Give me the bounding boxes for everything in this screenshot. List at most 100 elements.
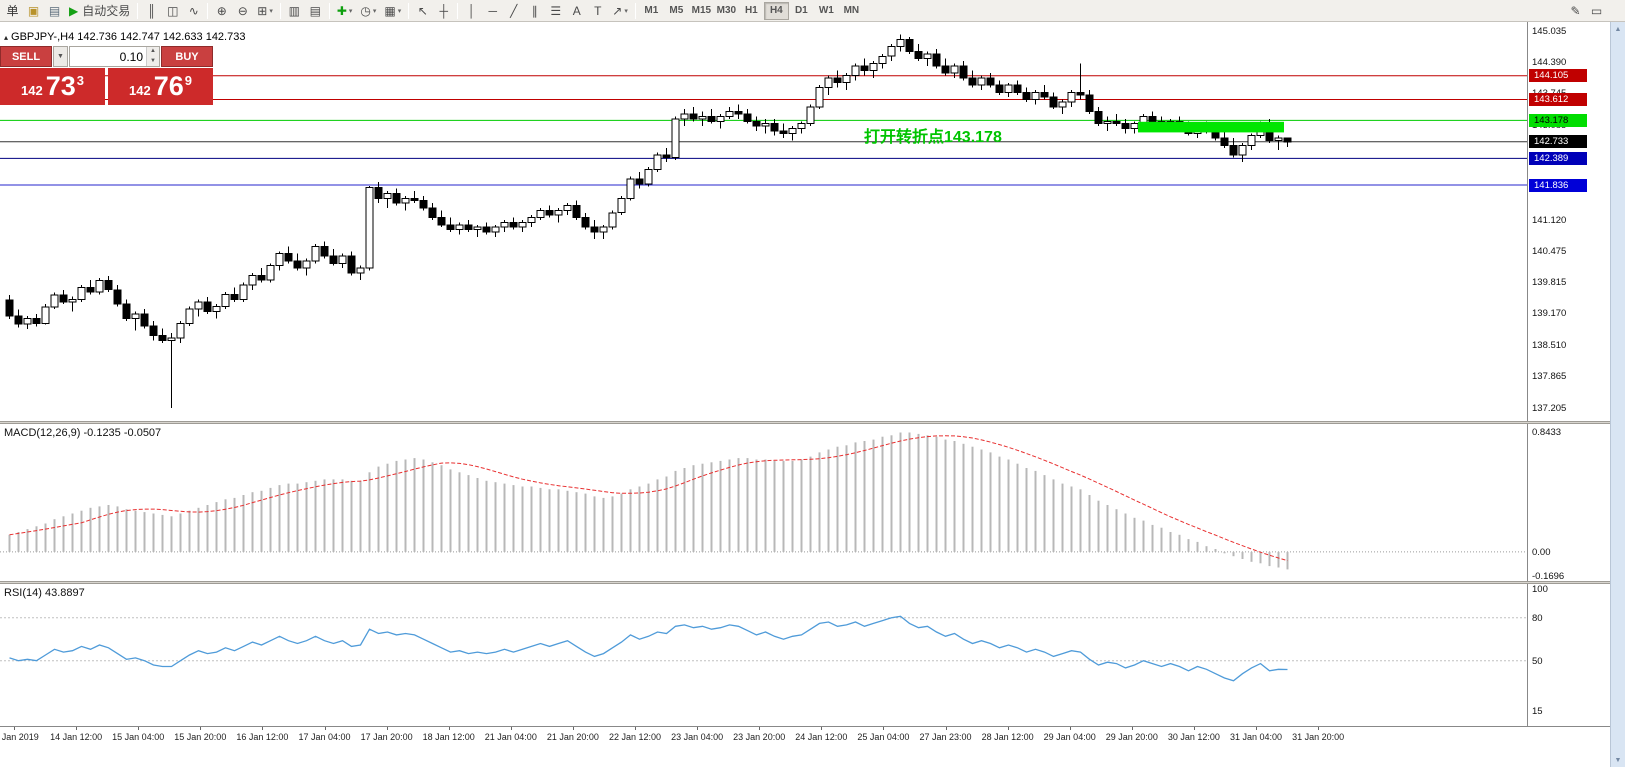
arrange-horizontal-icon[interactable]: ▥ xyxy=(284,1,305,20)
buy-price-display[interactable]: 142 76 9 xyxy=(108,68,213,105)
tile-windows-icon[interactable]: ⊞ ▾ xyxy=(253,1,277,20)
rsi-chart[interactable] xyxy=(0,584,1527,726)
new-chart-icon[interactable]: ▣ xyxy=(23,1,44,20)
price-axis-label: 145.035 xyxy=(1532,26,1567,37)
templates-icon: ▦ xyxy=(384,3,396,18)
horizontal-line-icon[interactable]: ─ xyxy=(482,1,503,20)
price-axis-label: 139.170 xyxy=(1532,308,1567,320)
arrange-vertical-icon[interactable]: ▤ xyxy=(305,1,326,20)
macd-name: MACD(12,26,9) xyxy=(4,427,81,439)
chart-annotation: 打开转折点143.178 xyxy=(864,129,1002,146)
zoom-in-icon[interactable]: ⊕ xyxy=(211,1,232,20)
scroll-down-icon[interactable]: ▼ xyxy=(1614,756,1622,764)
one-click-trading-panel: SELL ▼ 0.10 ▲ ▼ BUY 142 73 3 142 76 9 xyxy=(0,46,213,105)
text-box-icon[interactable]: T xyxy=(587,1,608,20)
templates-icon[interactable]: ▦ ▾ xyxy=(380,1,405,20)
price-level-lines xyxy=(0,75,1527,186)
indicators-icon[interactable]: ✚ ▾ xyxy=(333,1,357,20)
periods-clock-icon: ◷ xyxy=(360,3,371,18)
bar-chart-icon[interactable]: ║ xyxy=(141,1,162,20)
time-tick xyxy=(697,727,699,730)
macd-label: MACD(12,26,9) -0.1235 -0.0507 xyxy=(4,427,161,439)
vertical-scrollbar[interactable]: ▲ ▼ xyxy=(1610,22,1625,767)
timeframe-h1[interactable]: H1 xyxy=(744,5,758,16)
cursor-icon[interactable]: ↖ xyxy=(412,1,433,20)
price-axis-label: 144.390 xyxy=(1532,57,1567,69)
equidistant-channel-icon: ∥ xyxy=(531,3,538,18)
trendline-icon[interactable]: ╱ xyxy=(503,1,524,20)
price-chart-pane[interactable]: ▴ GBPJPY-,H4 142.736 142.747 142.633 142.… xyxy=(0,22,1527,421)
price-level-badge: 143.178 xyxy=(1529,113,1587,127)
toolbar-button-label: 自动交易 xyxy=(82,4,131,18)
lot-size-field[interactable]: 0.10 ▲ ▼ xyxy=(69,46,160,67)
buy-button[interactable]: BUY xyxy=(161,46,213,67)
snapshot-icon[interactable]: ▭ xyxy=(1590,3,1603,18)
candles xyxy=(5,34,1292,408)
equidistant-channel-icon[interactable]: ∥ xyxy=(524,1,545,20)
macd-pane-splitter[interactable] xyxy=(0,421,1610,424)
timeframe-m1[interactable]: M1 xyxy=(644,5,659,16)
time-tick xyxy=(510,727,512,730)
timeframe-d1[interactable]: D1 xyxy=(794,5,808,16)
macd-chart[interactable] xyxy=(0,424,1527,581)
fibonacci-icon[interactable]: ☰ xyxy=(545,1,566,20)
time-tick xyxy=(1318,727,1320,730)
crosshair-icon[interactable]: ┼ xyxy=(433,1,454,20)
vertical-line-icon[interactable]: │ xyxy=(461,1,482,20)
time-tick xyxy=(448,727,450,730)
candlestick-chart-icon[interactable]: ◫ xyxy=(162,1,183,20)
timeframe-mn[interactable]: MN xyxy=(843,5,860,16)
time-axis-label: 15 Jan 20:00 xyxy=(174,732,227,742)
time-axis-label: 18 Jan 12:00 xyxy=(422,732,475,742)
buy-price-prefix: 142 xyxy=(129,82,151,98)
timeframe-h4[interactable]: H4 xyxy=(763,1,789,20)
lot-spinner[interactable]: ▲ ▼ xyxy=(146,47,159,66)
candlestick-chart[interactable] xyxy=(0,22,1527,421)
rsi-indicator-pane[interactable]: RSI(14) 43.8897 xyxy=(0,584,1527,726)
time-tick xyxy=(76,727,78,730)
time-tick xyxy=(945,727,947,730)
fibonacci-icon: ☰ xyxy=(550,3,562,18)
timeframe-w1[interactable]: W1 xyxy=(818,5,834,16)
arrange-vertical-icon: ▤ xyxy=(309,3,321,18)
trade-panel-dropdown-button[interactable]: ▼ xyxy=(53,46,68,67)
price-axis-label: 140.475 xyxy=(1532,245,1567,257)
time-axis-label: 24 Jan 12:00 xyxy=(795,732,848,742)
auto-trading-button[interactable]: ▶ 自动交易 xyxy=(65,1,134,20)
scroll-up-icon[interactable]: ▲ xyxy=(1614,25,1622,33)
price-axis-column: 145.035144.390143.745143.085142.440141.7… xyxy=(1527,22,1610,726)
time-tick xyxy=(759,727,761,730)
periods-clock-icon[interactable]: ◷ ▾ xyxy=(356,1,380,20)
zoom-out-icon[interactable]: ⊖ xyxy=(232,1,253,20)
macd-indicator-pane[interactable]: MACD(12,26,9) -0.1235 -0.0507 xyxy=(0,424,1527,581)
timeframe-m15[interactable]: M15 xyxy=(691,5,712,16)
indicators-icon: ✚ xyxy=(336,3,347,18)
arrows-icon[interactable]: ↗ ▾ xyxy=(608,1,632,20)
profiles-icon[interactable]: ▤ xyxy=(44,1,65,20)
time-tick xyxy=(138,727,140,730)
timeframe-m30[interactable]: M30 xyxy=(716,5,737,16)
text-label-icon[interactable]: A xyxy=(566,1,587,20)
time-tick xyxy=(635,727,636,730)
rsi-pane-splitter[interactable] xyxy=(0,581,1610,584)
sell-price-display[interactable]: 142 73 3 xyxy=(0,68,105,105)
timeframe-m5[interactable]: M5 xyxy=(669,5,684,16)
new-order-button[interactable]: 单 xyxy=(2,1,23,20)
time-axis-label: 14 Jan 12:00 xyxy=(50,732,103,742)
pencil-icon[interactable]: ✎ xyxy=(1570,3,1581,18)
time-tick xyxy=(1193,727,1195,730)
toolbar-separator xyxy=(408,2,410,19)
new-order-icon: 单 xyxy=(6,4,19,18)
sell-button[interactable]: SELL xyxy=(0,46,52,67)
rsi-axis-label: 50 xyxy=(1532,655,1543,667)
dropdown-arrow-icon: ▾ xyxy=(269,7,273,15)
rsi-label: RSI(14) 43.8897 xyxy=(4,587,85,599)
spinner-down-icon[interactable]: ▼ xyxy=(147,56,159,66)
trendline-icon: ╱ xyxy=(510,3,518,18)
time-axis-label: 30 Jan 12:00 xyxy=(1167,732,1220,742)
time-axis-label: 17 Jan 20:00 xyxy=(360,732,413,742)
lot-size-value[interactable]: 0.10 xyxy=(119,49,143,64)
spinner-up-icon[interactable]: ▲ xyxy=(147,47,159,57)
time-tick xyxy=(386,727,388,730)
line-chart-icon[interactable]: ∿ xyxy=(183,1,204,20)
